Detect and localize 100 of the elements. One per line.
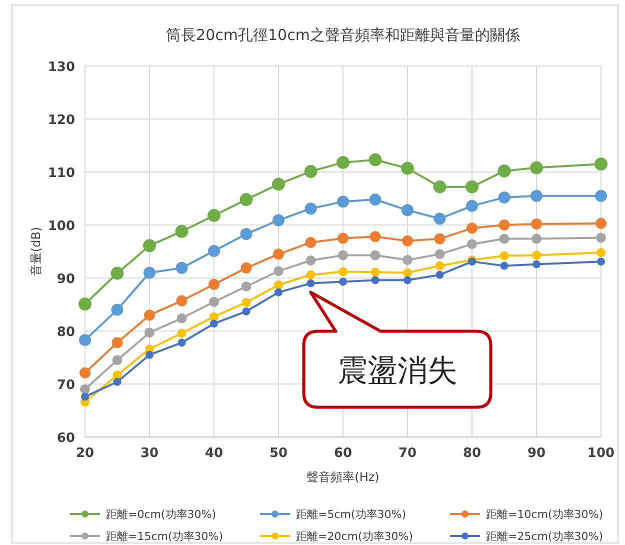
point — [498, 191, 510, 204]
x-tick-label: 50 — [269, 446, 288, 461]
point — [530, 161, 543, 174]
point — [176, 262, 188, 274]
point — [532, 260, 540, 268]
point — [241, 281, 252, 292]
point — [467, 239, 477, 250]
point — [144, 328, 154, 338]
point — [434, 212, 446, 225]
point — [371, 276, 380, 284]
point — [498, 164, 511, 178]
point — [466, 180, 478, 194]
x-tick-label: 70 — [398, 446, 417, 461]
point — [532, 250, 541, 260]
point — [434, 233, 446, 244]
point — [240, 262, 252, 274]
point — [500, 251, 509, 260]
point — [500, 262, 508, 270]
x-tick-label: 20 — [76, 446, 94, 461]
point — [370, 250, 380, 260]
point — [304, 202, 317, 215]
x-tick-label: 80 — [462, 446, 482, 461]
point — [434, 249, 445, 260]
point — [175, 224, 188, 238]
point — [530, 190, 542, 202]
x-tick-label: 60 — [334, 446, 352, 461]
point — [144, 266, 156, 279]
point — [402, 235, 413, 246]
point — [596, 232, 606, 243]
point — [306, 279, 315, 288]
point — [369, 194, 382, 206]
y-tick-label: 80 — [56, 325, 75, 340]
point — [339, 278, 347, 286]
legend-label: 距離=20cm(功率30%) — [296, 530, 414, 543]
point — [498, 220, 510, 230]
point — [80, 384, 90, 394]
x-tick-label: 40 — [204, 446, 224, 461]
point — [433, 180, 446, 194]
point — [144, 310, 155, 321]
legend-label: 距離=10cm(功率30%) — [486, 508, 604, 521]
point — [178, 338, 186, 347]
point — [242, 307, 250, 316]
y-tick-label: 70 — [56, 378, 75, 393]
point — [403, 268, 412, 278]
point — [176, 313, 187, 324]
y-tick-label: 60 — [56, 431, 75, 446]
point — [370, 268, 380, 277]
point — [401, 162, 414, 175]
point — [209, 296, 219, 307]
point — [274, 288, 282, 296]
point — [208, 244, 220, 257]
point — [210, 312, 218, 322]
point — [274, 280, 283, 290]
point — [597, 258, 605, 266]
point — [112, 355, 122, 366]
y-tick-label: 100 — [48, 219, 75, 234]
point — [240, 228, 252, 240]
point — [304, 164, 318, 178]
point — [468, 258, 476, 266]
y-tick-label: 90 — [56, 272, 75, 287]
x-tick-label: 100 — [587, 446, 615, 461]
point — [594, 158, 608, 171]
point — [146, 350, 154, 359]
legend-label: 距離=0cm(功率30%) — [106, 508, 216, 521]
point — [435, 261, 444, 270]
point — [272, 178, 285, 191]
point — [466, 200, 478, 212]
point — [113, 378, 122, 386]
point — [143, 239, 156, 252]
point — [272, 214, 284, 226]
point — [596, 248, 606, 258]
y-tick-label: 120 — [48, 113, 75, 128]
point — [240, 193, 253, 206]
legend-label: 距離=25cm(功率30%) — [486, 530, 604, 543]
point — [208, 278, 220, 290]
point — [499, 234, 510, 244]
point — [402, 254, 412, 265]
point — [306, 270, 316, 280]
point — [81, 392, 89, 401]
point — [111, 304, 124, 316]
chart-title: 筒長20cm孔徑10cm之聲音頻率和距離與音量的關係 — [166, 26, 520, 44]
point — [80, 367, 90, 378]
point — [466, 222, 478, 234]
point — [274, 266, 284, 276]
point — [436, 270, 444, 279]
point — [404, 276, 412, 284]
y-tick-label: 110 — [48, 166, 75, 181]
point — [402, 204, 414, 216]
point — [305, 236, 316, 248]
x-axis-title: 聲音頻率(Hz) — [306, 470, 380, 484]
point — [596, 218, 606, 229]
point — [368, 153, 382, 166]
point — [338, 250, 348, 260]
point — [78, 297, 92, 310]
point — [306, 256, 316, 266]
legend-label: 距離=15cm(功率30%) — [106, 530, 224, 543]
point — [208, 208, 220, 222]
point — [595, 190, 607, 202]
point — [532, 234, 542, 244]
y-tick-label: 130 — [48, 60, 75, 75]
